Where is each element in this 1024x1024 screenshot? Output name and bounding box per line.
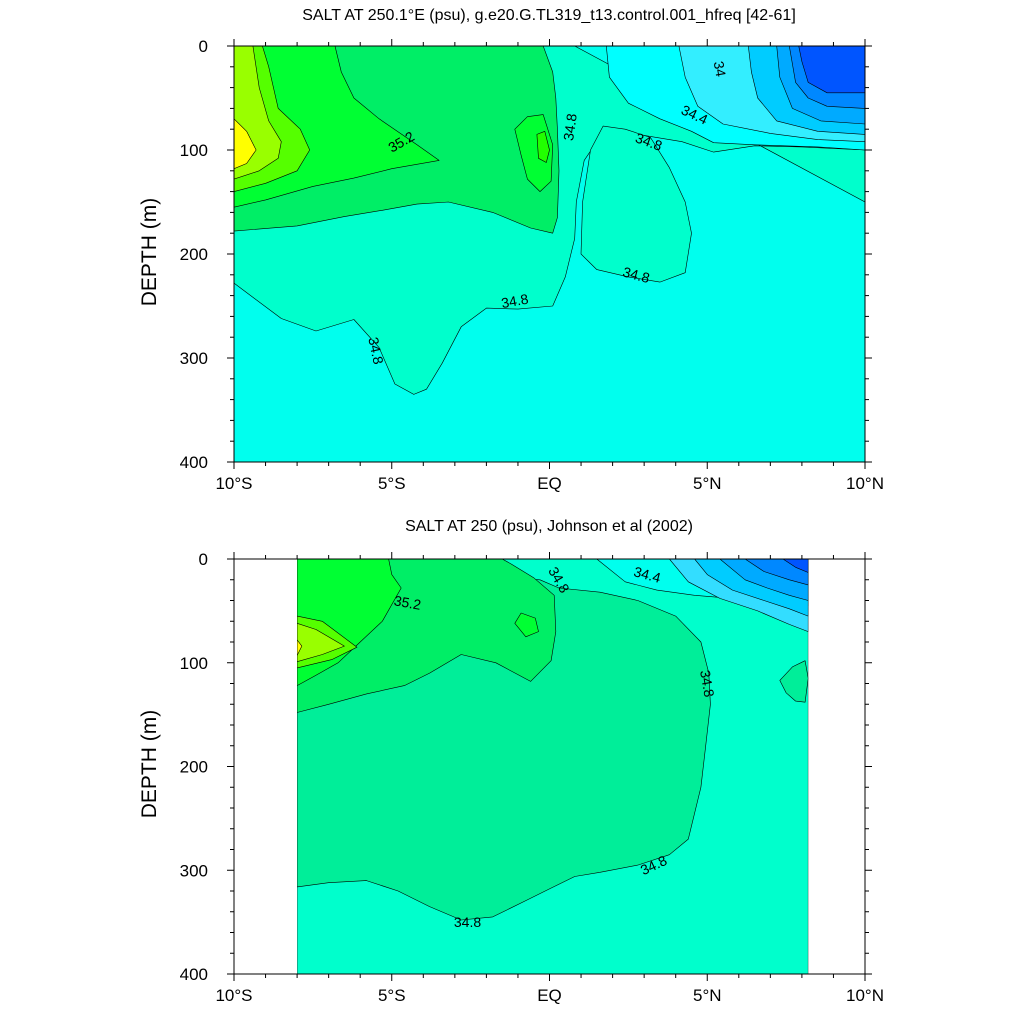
y-tick-label: 400 xyxy=(180,453,208,472)
x-tick-label: 10°N xyxy=(846,474,884,493)
y-axis-label-model: DEPTH (m) xyxy=(138,198,161,307)
x-tick-label: EQ xyxy=(537,474,562,493)
contour-label: 34.8 xyxy=(454,914,481,930)
contour-label: 34.8 xyxy=(500,291,530,312)
x-tick-label: EQ xyxy=(537,986,562,1005)
y-tick-label: 100 xyxy=(180,654,208,673)
contour-label: 35.2 xyxy=(393,592,423,613)
panel-title-observation: SALT AT 250 (psu), Johnson et al (2002) xyxy=(405,518,693,535)
contour-region-33-5 xyxy=(782,559,809,573)
contour-region-35-7 xyxy=(297,622,345,663)
contour-label: 34.8 xyxy=(697,669,718,699)
contour-fill-layer xyxy=(234,46,865,462)
contour-region-35-9 xyxy=(297,639,303,656)
contour-region-34-7 xyxy=(234,46,865,462)
y-tick-label: 200 xyxy=(180,758,208,777)
y-tick-label: 400 xyxy=(180,965,208,984)
y-tick-label: 300 xyxy=(180,349,208,368)
panel-model: SALT AT 250.1°E (psu), g.e20.G.TL319_t13… xyxy=(138,7,884,493)
contour-region-33-5 xyxy=(798,46,865,94)
contour-label: 34.8 xyxy=(365,336,386,366)
contour-region-35-5 xyxy=(536,131,550,163)
x-tick-label: 5°N xyxy=(693,474,722,493)
contour-region-35-9 xyxy=(234,118,257,169)
y-tick-label: 100 xyxy=(180,141,208,160)
x-tick-label: 10°N xyxy=(846,986,884,1005)
x-tick-label: 5°N xyxy=(693,986,722,1005)
y-tick-label: 300 xyxy=(180,861,208,880)
y-axis-label-observation: DEPTH (m) xyxy=(138,710,161,819)
panel-observation: SALT AT 250 (psu), Johnson et al (2002) … xyxy=(138,518,884,1005)
contour-label: 34.8 xyxy=(621,264,652,287)
x-tick-label: 10°S xyxy=(215,986,252,1005)
panel-title-model: SALT AT 250.1°E (psu), g.e20.G.TL319_t13… xyxy=(302,7,796,24)
x-tick-label: 5°S xyxy=(378,986,406,1005)
contour-fill-layer xyxy=(297,559,809,974)
contour-label: 34.4 xyxy=(632,563,663,586)
contour-label: 34 xyxy=(711,60,729,78)
y-tick-label: 200 xyxy=(180,245,208,264)
plot-area-observation: 34.8 34.435.234.834.834.810°S 5°S EQ 5°N 10°N… xyxy=(180,550,884,1005)
y-tick-label: 0 xyxy=(199,37,208,56)
x-tick-label: 10°S xyxy=(215,474,252,493)
contour-region-34-9 xyxy=(779,660,809,703)
y-tick-label: 0 xyxy=(199,550,208,569)
contour-region-34-7 xyxy=(580,125,692,283)
x-tick-label: 5°S xyxy=(378,474,406,493)
contour-label: 34.8 xyxy=(560,112,580,141)
contour-region-35-3 xyxy=(514,612,539,638)
